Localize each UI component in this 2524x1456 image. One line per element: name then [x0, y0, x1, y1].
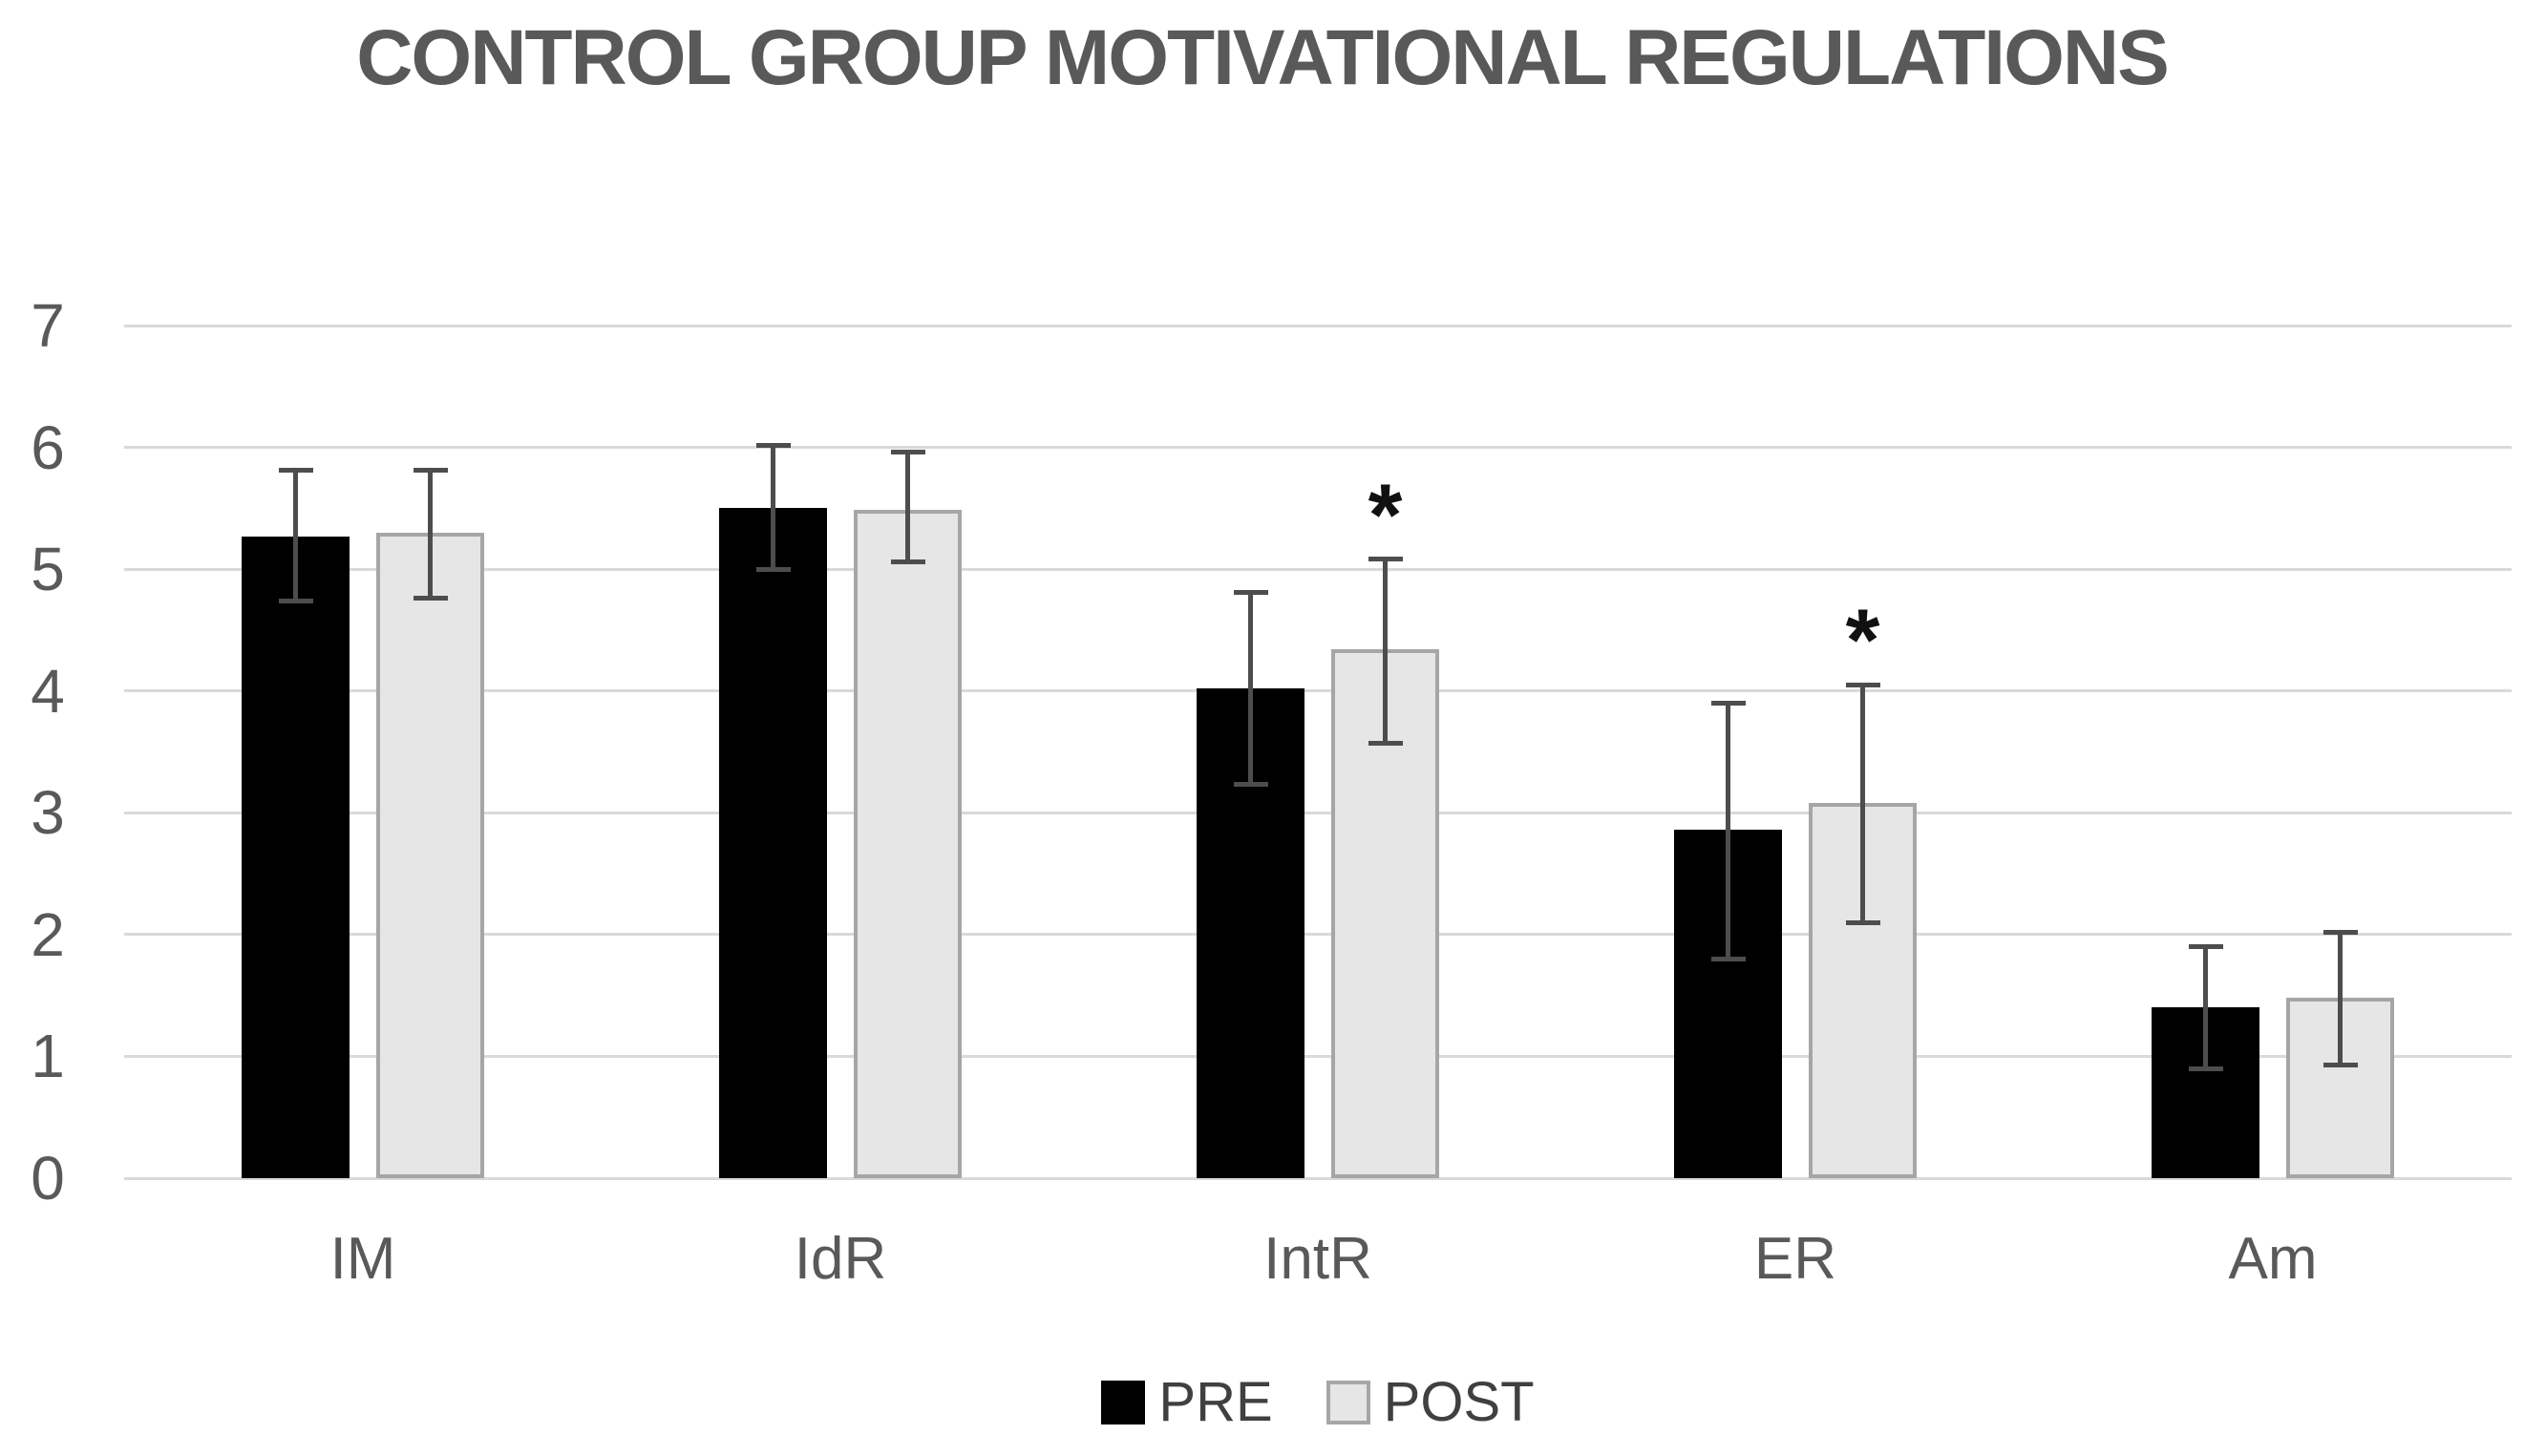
- chart-title: CONTROL GROUP MOTIVATIONAL REGULATIONS: [356, 14, 2170, 101]
- error-cap-top-post-idr: [890, 450, 925, 455]
- legend-item-post: POST: [1326, 1375, 1535, 1430]
- bar-pre-idr: [719, 508, 827, 1178]
- bar-post-im: [376, 532, 484, 1178]
- error-bar-post-er: [1860, 685, 1865, 923]
- error-bar-pre-intr: [1248, 592, 1253, 785]
- gridline-6: [124, 446, 2512, 450]
- error-cap-top-post-am: [2323, 929, 2358, 935]
- error-cap-top-post-im: [413, 468, 448, 474]
- error-bar-post-im: [428, 470, 433, 599]
- error-cap-top-post-intr: [1368, 557, 1403, 562]
- y-tick-label-3: 3: [31, 778, 65, 848]
- x-label-er: ER: [1753, 1226, 1837, 1292]
- x-axis: IM IdR IntR ER Am: [124, 1230, 2512, 1306]
- y-tick-label-0: 0: [31, 1144, 65, 1213]
- error-cap-bottom-pre-intr: [1233, 782, 1268, 788]
- x-label-idr: IdR: [794, 1226, 887, 1292]
- error-cap-bottom-pre-am: [2188, 1066, 2223, 1071]
- error-cap-bottom-pre-im: [278, 598, 313, 603]
- gridline-2: [124, 933, 2512, 937]
- error-cap-top-pre-er: [1710, 700, 1746, 706]
- error-cap-bottom-post-im: [413, 596, 448, 601]
- error-cap-bottom-post-am: [2323, 1062, 2358, 1067]
- gridline-4: [124, 689, 2512, 693]
- plot-area: * *: [124, 324, 2512, 1180]
- error-cap-top-pre-idr: [755, 442, 791, 448]
- error-cap-top-post-er: [1845, 682, 1880, 687]
- y-tick-label-2: 2: [31, 899, 65, 969]
- error-bar-pre-im: [293, 470, 298, 601]
- bar-pre-im: [242, 536, 350, 1178]
- error-cap-bottom-pre-er: [1710, 956, 1746, 961]
- significance-asterisk-post-intr: *: [1368, 466, 1403, 564]
- error-cap-top-pre-im: [278, 468, 313, 474]
- error-cap-top-pre-intr: [1233, 589, 1268, 595]
- legend-swatch-post: [1326, 1381, 1370, 1424]
- gridline-7: [124, 324, 2512, 327]
- legend: PRE POST: [124, 1375, 2512, 1430]
- error-cap-bottom-post-idr: [890, 559, 925, 564]
- x-label-intr: IntR: [1263, 1226, 1372, 1292]
- error-cap-bottom-pre-idr: [755, 566, 791, 572]
- legend-swatch-pre: [1101, 1381, 1146, 1424]
- error-bar-pre-er: [1726, 703, 1730, 960]
- y-tick-label-1: 1: [31, 1022, 65, 1091]
- significance-asterisk-post-er: *: [1845, 592, 1880, 690]
- y-tick-label-4: 4: [31, 656, 65, 726]
- error-bar-pre-am: [2203, 946, 2208, 1069]
- error-bar-pre-idr: [771, 445, 775, 570]
- gridline-3: [124, 811, 2512, 814]
- bar-post-idr: [854, 509, 962, 1178]
- error-cap-bottom-post-er: [1845, 919, 1880, 925]
- legend-label-post: POST: [1383, 1371, 1535, 1433]
- y-tick-label-6: 6: [31, 412, 65, 482]
- error-bar-post-am: [2338, 932, 2343, 1066]
- legend-item-pre: PRE: [1101, 1371, 1273, 1433]
- error-cap-bottom-post-intr: [1368, 741, 1403, 747]
- error-cap-top-pre-am: [2188, 944, 2223, 950]
- error-bar-post-intr: [1383, 559, 1388, 744]
- gridline-1: [124, 1054, 2512, 1058]
- gridline-0: [124, 1176, 2512, 1180]
- x-label-am: Am: [2228, 1226, 2318, 1292]
- y-tick-label-5: 5: [31, 535, 65, 604]
- x-label-im: IM: [329, 1226, 396, 1292]
- y-tick-label-7: 7: [31, 291, 65, 360]
- legend-label-pre: PRE: [1158, 1371, 1273, 1433]
- error-bar-post-idr: [905, 452, 910, 562]
- gridline-5: [124, 567, 2512, 571]
